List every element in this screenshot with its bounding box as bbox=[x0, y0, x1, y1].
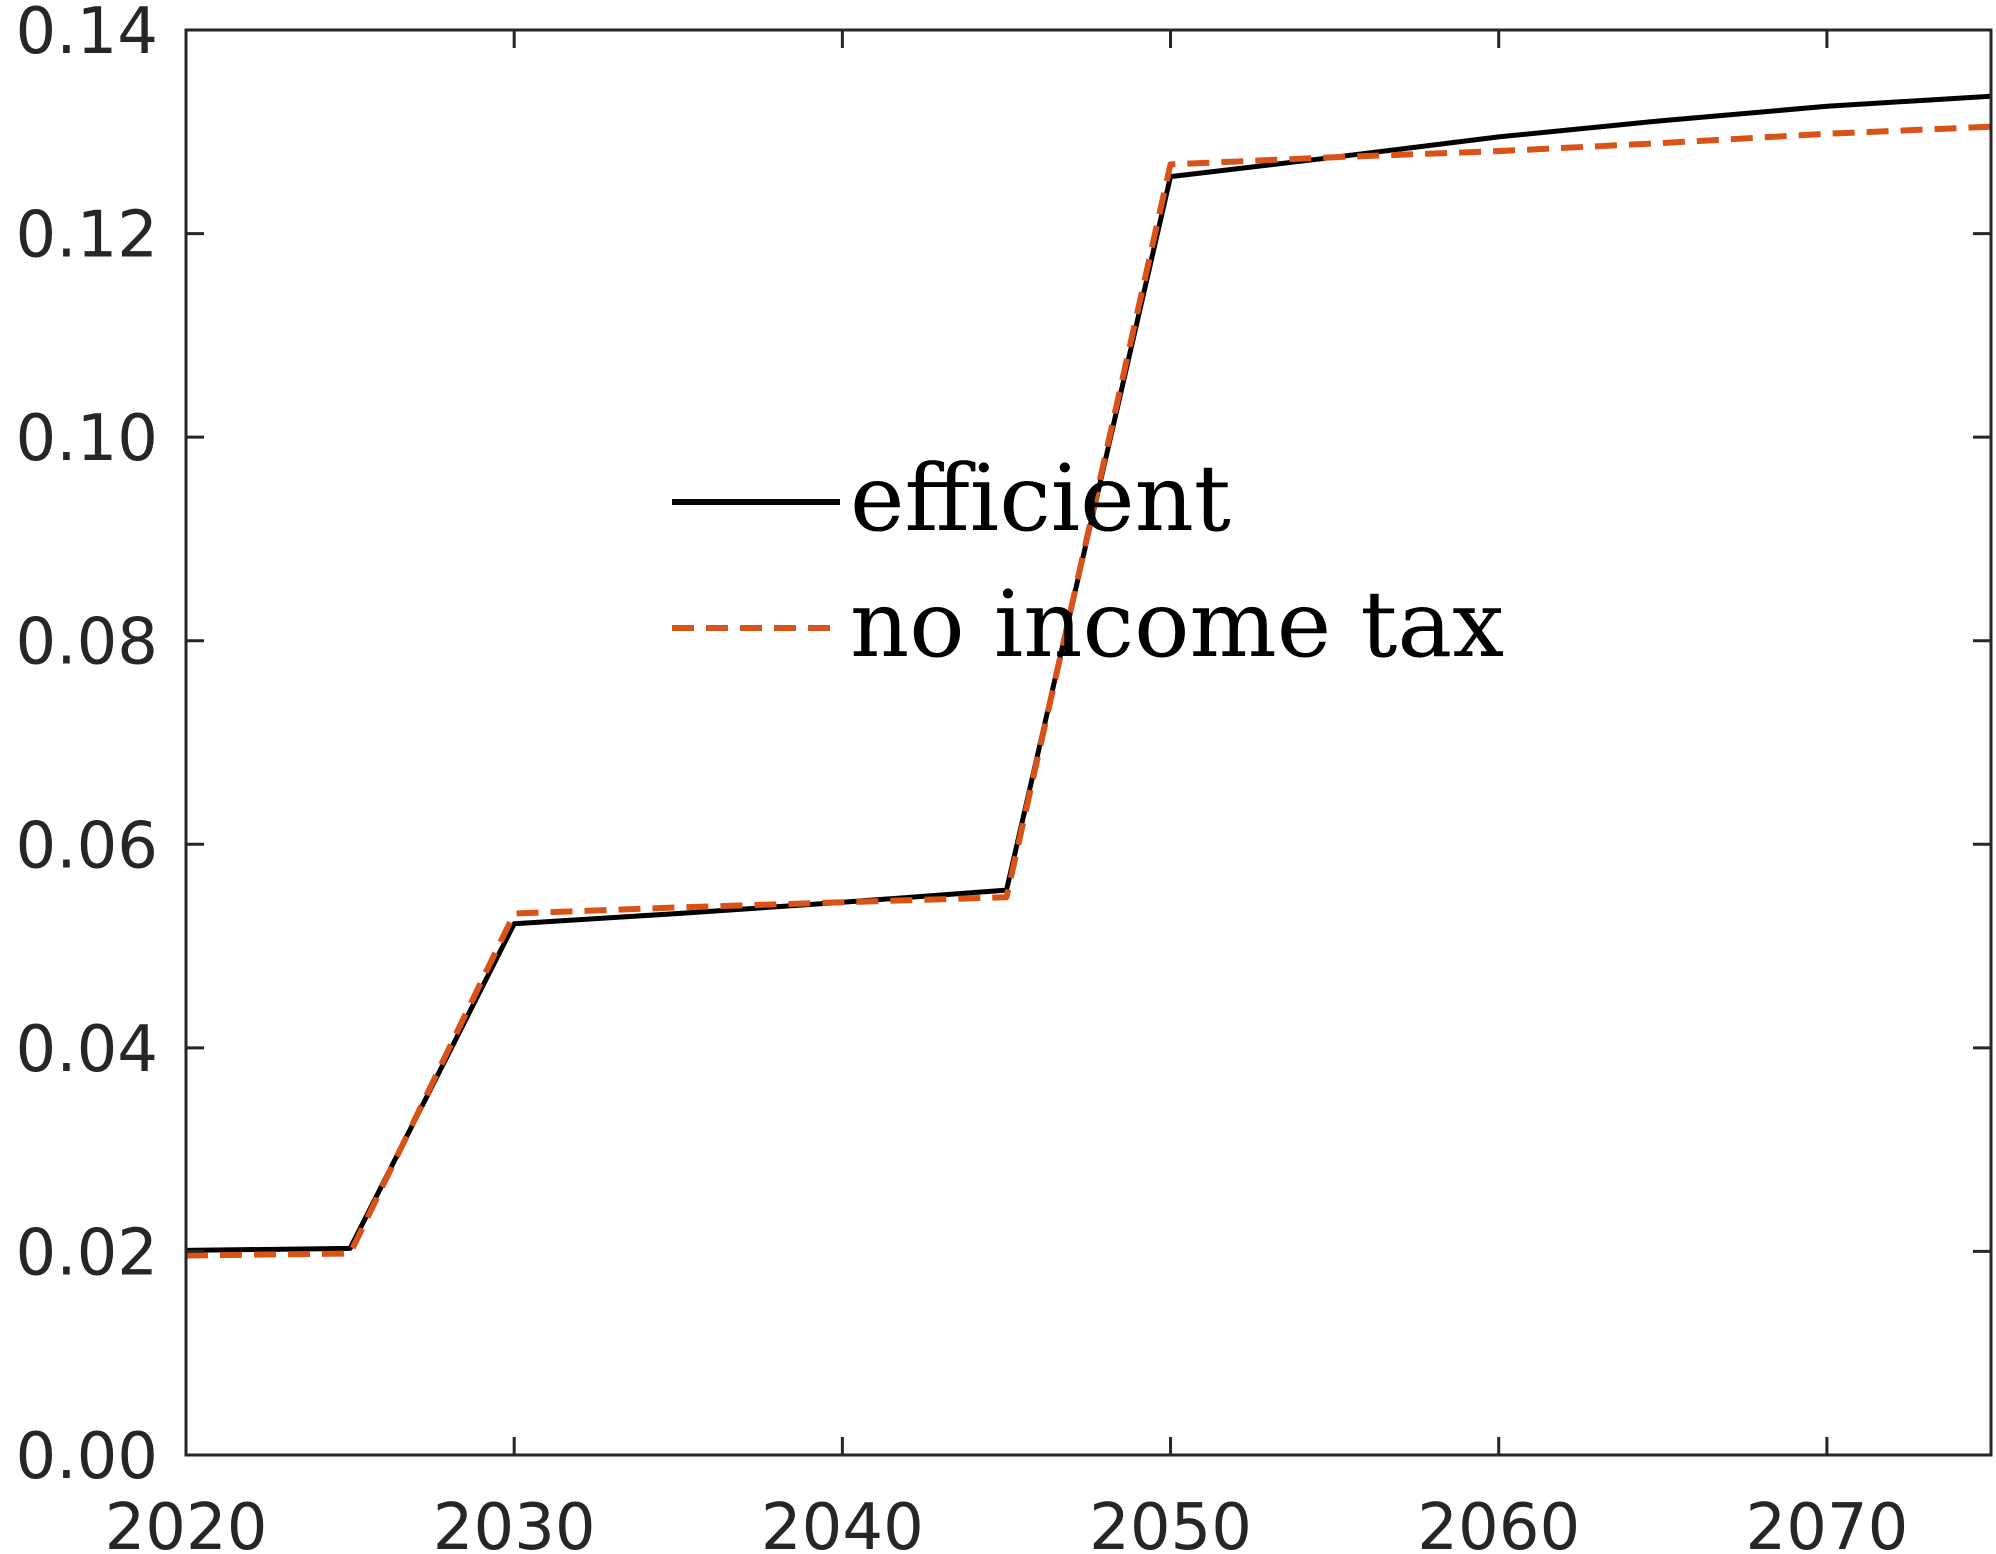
x-tick-label: 2060 bbox=[1417, 1491, 1580, 1554]
legend-label-1: efficient bbox=[850, 445, 1231, 552]
x-tick-label: 2040 bbox=[761, 1491, 924, 1554]
x-tick-label: 2050 bbox=[1089, 1491, 1252, 1554]
y-tick-label: 0.10 bbox=[16, 402, 159, 476]
axes-box bbox=[184, 28, 1993, 1457]
y-tick-label: 0.08 bbox=[16, 606, 159, 680]
y-tick-label: 0.02 bbox=[16, 1216, 159, 1290]
y-tick-label: 0.14 bbox=[16, 0, 159, 69]
x-tick-label: 2030 bbox=[433, 1491, 596, 1554]
y-tick-label: 0.00 bbox=[16, 1420, 159, 1494]
tick-layer: 2020 2030 2040 2050 2060 2070 0.00 0.02 0.04 0.06… bbox=[16, 0, 1991, 1554]
legend: efficient no income tax bbox=[672, 445, 1504, 678]
y-tick-label: 0.12 bbox=[16, 199, 159, 273]
series-layer bbox=[185, 93, 1992, 1259]
x-tick-label: 2070 bbox=[1745, 1491, 1908, 1554]
series-line-2 bbox=[185, 123, 1992, 1259]
plot-area bbox=[186, 30, 1991, 1455]
x-tick-label: 2020 bbox=[105, 1491, 268, 1554]
legend-label-2: no income tax bbox=[850, 571, 1504, 678]
y-tick-label: 0.06 bbox=[16, 809, 159, 883]
y-tick-label: 0.04 bbox=[16, 1013, 159, 1087]
